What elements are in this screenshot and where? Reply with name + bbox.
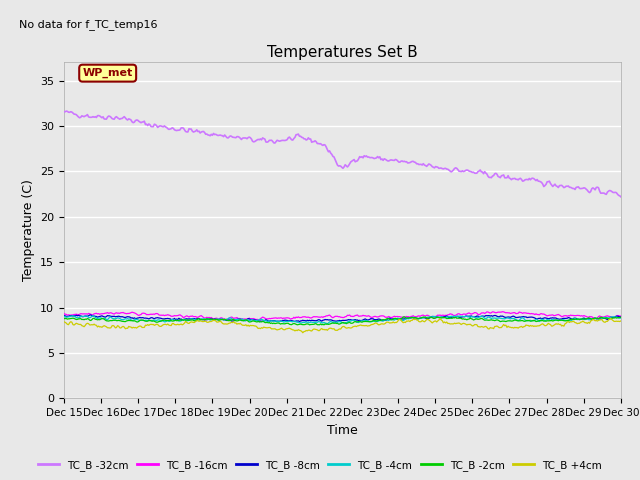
Text: WP_met: WP_met [83, 68, 133, 78]
Text: No data for f_TC_temp16: No data for f_TC_temp16 [19, 19, 158, 30]
Title: Temperatures Set B: Temperatures Set B [267, 45, 418, 60]
Legend: TC_B -32cm, TC_B -16cm, TC_B -8cm, TC_B -4cm, TC_B -2cm, TC_B +4cm: TC_B -32cm, TC_B -16cm, TC_B -8cm, TC_B … [34, 456, 606, 475]
X-axis label: Time: Time [327, 424, 358, 437]
Y-axis label: Temperature (C): Temperature (C) [22, 180, 35, 281]
